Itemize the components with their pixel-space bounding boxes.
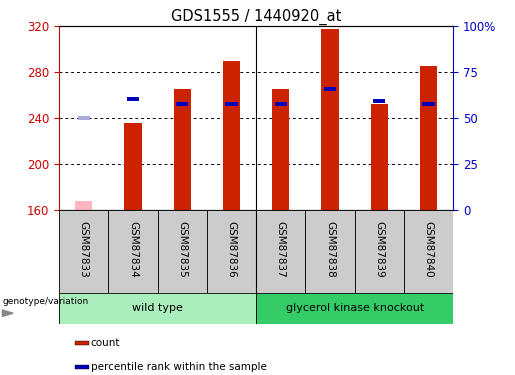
Bar (272, 89, 289, 210)
Text: glycerol kinase knockout: glycerol kinase knockout (286, 303, 424, 313)
Bar (420, 66, 437, 210)
Text: GSM87840: GSM87840 (423, 221, 434, 278)
Bar (223, 61, 240, 210)
Bar (422, 102, 435, 106)
Bar (109, 210, 158, 292)
Text: count: count (91, 338, 120, 348)
Bar (321, 28, 339, 210)
Text: genotype/variation: genotype/variation (3, 297, 89, 306)
Text: GSM87839: GSM87839 (374, 221, 384, 278)
Bar (75, 365, 89, 369)
Text: GSM87833: GSM87833 (79, 221, 89, 278)
Title: GDS1555 / 1440920_at: GDS1555 / 1440920_at (171, 9, 341, 25)
Text: GSM87834: GSM87834 (128, 221, 138, 278)
Bar (226, 102, 238, 106)
Text: GSM87836: GSM87836 (227, 221, 236, 278)
Bar (305, 210, 355, 292)
Bar (78, 116, 90, 120)
Bar (256, 210, 305, 292)
Text: percentile rank within the sample: percentile rank within the sample (91, 362, 266, 372)
Bar (75, 201, 93, 210)
Bar (174, 89, 191, 210)
Bar (324, 87, 336, 92)
Bar (125, 123, 142, 210)
Text: wild type: wild type (132, 303, 183, 313)
Bar (404, 210, 453, 292)
Bar (176, 102, 188, 106)
Polygon shape (3, 310, 13, 316)
Bar (373, 99, 386, 103)
Bar (207, 210, 256, 292)
Bar (274, 102, 287, 106)
Bar (75, 340, 89, 345)
Bar (256, 292, 453, 324)
Text: GSM87835: GSM87835 (177, 221, 187, 278)
Bar (355, 210, 404, 292)
Bar (371, 104, 388, 210)
Bar (59, 210, 109, 292)
Text: GSM87837: GSM87837 (276, 221, 286, 278)
Bar (59, 292, 256, 324)
Bar (158, 210, 207, 292)
Bar (127, 97, 139, 100)
Text: GSM87838: GSM87838 (325, 221, 335, 278)
